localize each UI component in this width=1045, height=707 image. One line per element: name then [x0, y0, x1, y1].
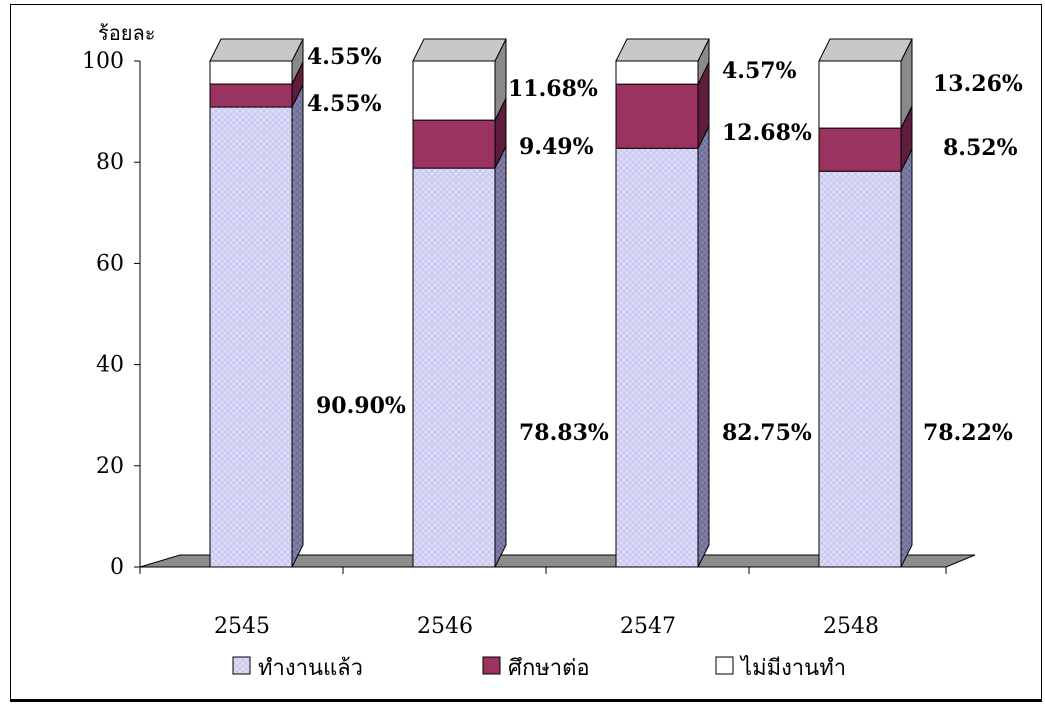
- legend-swatch-2: [715, 656, 734, 675]
- data-labels-group: 90.90% 78.83% 82.75% 78.22% 4.55% 9.49% 12.68%…: [307, 44, 1023, 446]
- bar-2548-segment-0: [818, 170, 902, 568]
- bar-2545-top: [209, 38, 304, 62]
- data-label-2548-2: 13.26%: [933, 71, 1023, 97]
- data-label-2547-2: 4.57%: [722, 58, 797, 84]
- bar-2546-segment-0: [412, 167, 496, 568]
- y-tick-label: 80: [96, 150, 124, 175]
- bar-2548-segment-2: [818, 60, 902, 129]
- data-label-2548-1: 8.52%: [943, 135, 1018, 161]
- bar-2545-segment-2: [209, 60, 293, 85]
- y-tick-label: 60: [96, 251, 124, 276]
- legend-swatch-0: [232, 656, 251, 675]
- bar-2547-side-0: [697, 126, 710, 568]
- x-tick-label-2548: 2548: [823, 614, 879, 639]
- y-tick-label: 100: [82, 49, 124, 74]
- data-label-2548-0: 78.22%: [923, 420, 1013, 446]
- data-label-2547-0: 82.75%: [722, 420, 812, 446]
- bars-group: [209, 38, 913, 568]
- legend-label-0: ทำงานแล้ว: [258, 656, 363, 681]
- bar-2545-side-0: [291, 84, 304, 568]
- bar-2546-segment-1: [412, 119, 496, 169]
- bar-2548-side-0: [900, 148, 913, 568]
- data-label-2546-1: 9.49%: [519, 134, 594, 160]
- bar-2546-segment-2: [412, 60, 496, 121]
- bar-2545-segment-1: [209, 83, 293, 108]
- legend-label-1: ศึกษาต่อ: [508, 656, 590, 681]
- data-label-2545-0: 90.90%: [316, 393, 406, 419]
- bar-2546-top: [412, 38, 507, 62]
- bar-2548-top: [818, 38, 913, 62]
- bar-2547-segment-1: [615, 83, 699, 149]
- data-label-2545-2: 4.55%: [307, 44, 382, 70]
- data-label-2545-1: 4.55%: [307, 91, 382, 117]
- legend-label-2: ไม่มีงานทำ: [739, 655, 846, 681]
- legend: ทำงานแล้ว ศึกษาต่อ ไม่มีงานทำ: [232, 655, 846, 681]
- y-tick-label: 20: [96, 454, 124, 479]
- data-label-2547-1: 12.68%: [722, 120, 812, 146]
- y-axis: 0 20 40 60 80 100: [82, 49, 947, 580]
- y-axis-label: ร้อยละ: [98, 21, 155, 45]
- bar-2547-segment-2: [615, 60, 699, 85]
- bar-2547-top: [615, 38, 710, 62]
- bar-2545-segment-0: [209, 106, 293, 568]
- x-tick-label-2546: 2546: [417, 614, 473, 639]
- data-label-2546-2: 11.68%: [508, 76, 598, 102]
- bar-2548-segment-1: [818, 127, 902, 172]
- data-label-2546-0: 78.83%: [519, 420, 609, 446]
- y-tick-label: 40: [96, 353, 124, 378]
- bar-2547-segment-0: [615, 147, 699, 568]
- x-tick-labels: 2545 2546 2547 2548: [214, 614, 879, 639]
- legend-swatch-1: [482, 656, 501, 675]
- x-tick-label-2547: 2547: [620, 614, 676, 639]
- y-tick-label: 0: [110, 555, 124, 580]
- x-tick-label-2545: 2545: [214, 614, 270, 639]
- chart-frame: [10, 4, 1042, 702]
- bar-2546-side-0: [494, 145, 507, 568]
